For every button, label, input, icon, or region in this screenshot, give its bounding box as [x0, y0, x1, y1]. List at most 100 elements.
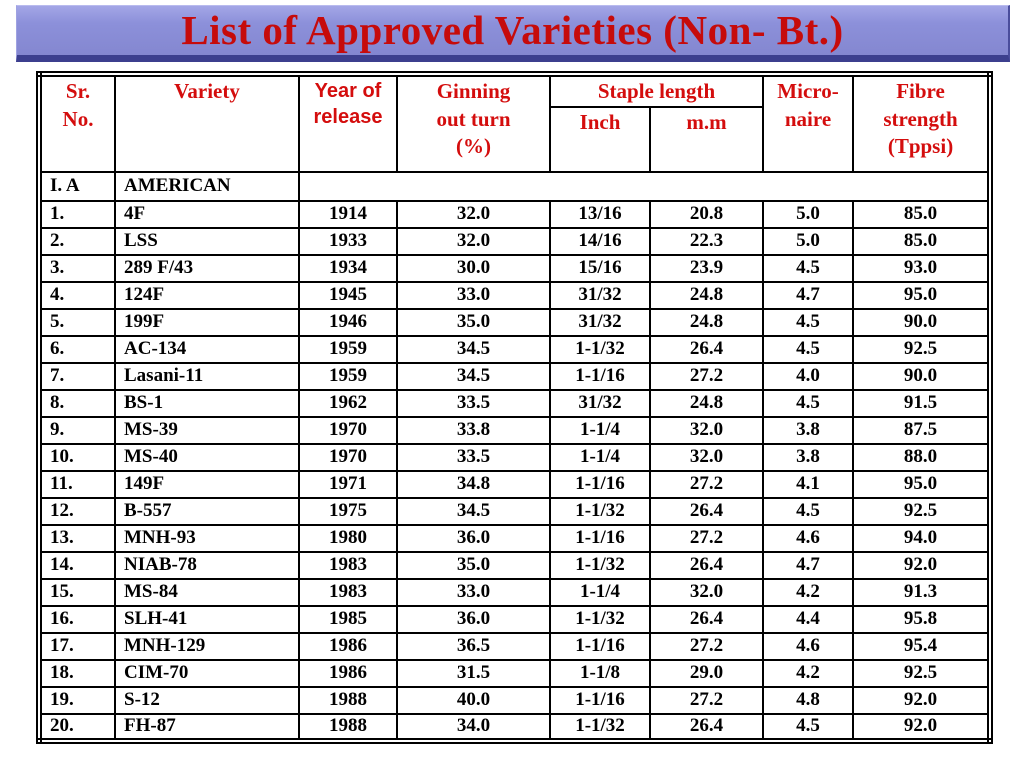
cell-year: 1934	[298, 253, 398, 283]
cell-inch: 1-1/16	[549, 469, 651, 499]
cell-ginning: 34.0	[396, 712, 551, 742]
cell-year: 1975	[298, 496, 398, 526]
cell-year: 1959	[298, 334, 398, 364]
cell-sr-no: 14.	[38, 550, 116, 580]
table-body: I. A AMERICAN 1. 4F 1914 32.0 13/16 20.8…	[38, 170, 992, 742]
cell-micronaire: 3.8	[762, 415, 855, 445]
col-header-mm: m.m	[648, 105, 765, 173]
cell-year: 1914	[298, 199, 398, 229]
cell-mm: 29.0	[648, 658, 765, 688]
cell-sr-no: 18.	[38, 658, 116, 688]
col-header-sr-no: Sr. No.	[38, 73, 116, 173]
cell-ginning: 31.5	[396, 658, 551, 688]
cell-fibre: 92.0	[852, 685, 992, 715]
cell-inch: 1-1/4	[549, 577, 651, 607]
cell-mm: 27.2	[648, 685, 765, 715]
cell-mm: 32.0	[648, 415, 765, 445]
col-header-staple-length: Staple length	[548, 73, 765, 108]
cell-mm: 24.8	[648, 280, 765, 310]
table-row: 1. 4F 1914 32.0 13/16 20.8 5.0 85.0	[38, 199, 992, 229]
cell-inch: 1-1/32	[549, 604, 651, 634]
section-empty-cell	[297, 170, 992, 202]
cell-ginning: 35.0	[396, 307, 551, 337]
cell-mm: 32.0	[648, 577, 765, 607]
cell-year: 1933	[298, 226, 398, 256]
cell-ginning: 36.0	[396, 523, 551, 553]
table-row: 19. S-12 1988 40.0 1-1/16 27.2 4.8 92.0	[38, 685, 992, 715]
cell-variety: 149F	[114, 469, 300, 499]
cell-fibre: 94.0	[852, 523, 992, 553]
cell-year: 1970	[298, 415, 398, 445]
cell-variety: MS-84	[114, 577, 300, 607]
cell-year: 1986	[298, 631, 398, 661]
cell-fibre: 85.0	[852, 199, 992, 229]
cell-inch: 1-1/32	[549, 496, 651, 526]
cell-ginning: 35.0	[396, 550, 551, 580]
cell-fibre: 93.0	[852, 253, 992, 283]
cell-micronaire: 4.2	[762, 577, 855, 607]
cell-variety: 4F	[114, 199, 300, 229]
cell-fibre: 92.5	[852, 496, 992, 526]
cell-sr-no: 6.	[38, 334, 116, 364]
cell-mm: 27.2	[648, 523, 765, 553]
cell-ginning: 34.5	[396, 361, 551, 391]
section-sr: I. A	[38, 170, 116, 202]
cell-sr-no: 20.	[38, 712, 116, 742]
table-row: 8. BS-1 1962 33.5 31/32 24.8 4.5 91.5	[38, 388, 992, 418]
table-row: 18. CIM-70 1986 31.5 1-1/8 29.0 4.2 92.5	[38, 658, 992, 688]
slide-title: List of Approved Varieties (Non- Bt.)	[181, 6, 844, 53]
cell-variety: LSS	[114, 226, 300, 256]
table-row: 10. MS-40 1970 33.5 1-1/4 32.0 3.8 88.0	[38, 442, 992, 472]
cell-sr-no: 9.	[38, 415, 116, 445]
cell-ginning: 33.8	[396, 415, 551, 445]
cell-inch: 1-1/32	[549, 712, 651, 742]
col-header-ginning: Ginning out turn (%)	[396, 73, 551, 173]
cell-year: 1983	[298, 577, 398, 607]
col-header-year: Year of release	[298, 73, 398, 173]
cell-variety: 199F	[114, 307, 300, 337]
title-banner: List of Approved Varieties (Non- Bt.)	[16, 5, 1010, 62]
cell-micronaire: 4.5	[762, 496, 855, 526]
col-header-inch: Inch	[549, 105, 651, 173]
cell-inch: 15/16	[549, 253, 651, 283]
cell-ginning: 34.8	[396, 469, 551, 499]
cell-micronaire: 4.5	[762, 307, 855, 337]
section-row: I. A AMERICAN	[38, 170, 992, 202]
cell-year: 1945	[298, 280, 398, 310]
header-row-sub: Inch m.m	[39, 105, 990, 173]
cell-sr-no: 12.	[38, 496, 116, 526]
col-header-variety: Variety	[114, 73, 300, 173]
cell-variety: FH-87	[114, 712, 300, 742]
cell-variety: MS-40	[114, 442, 300, 472]
table-row: 2. LSS 1933 32.0 14/16 22.3 5.0 85.0	[38, 226, 992, 256]
cell-mm: 27.2	[648, 361, 765, 391]
cell-inch: 1-1/16	[549, 631, 651, 661]
cell-sr-no: 17.	[38, 631, 116, 661]
cell-year: 1988	[298, 712, 398, 742]
cell-variety: MNH-93	[114, 523, 300, 553]
cell-micronaire: 4.0	[762, 361, 855, 391]
cell-fibre: 91.5	[852, 388, 992, 418]
cell-year: 1971	[298, 469, 398, 499]
cell-sr-no: 7.	[38, 361, 116, 391]
cell-sr-no: 15.	[38, 577, 116, 607]
cell-fibre: 90.0	[852, 361, 992, 391]
cell-micronaire: 4.5	[762, 388, 855, 418]
table-row: 14. NIAB-78 1983 35.0 1-1/32 26.4 4.7 92…	[38, 550, 992, 580]
col-header-fibre: Fibre strength (Tppsi)	[852, 73, 992, 173]
cell-year: 1985	[298, 604, 398, 634]
cell-micronaire: 4.5	[762, 712, 855, 742]
cell-variety: S-12	[114, 685, 300, 715]
cell-micronaire: 4.4	[762, 604, 855, 634]
cell-ginning: 34.5	[396, 334, 551, 364]
cell-sr-no: 16.	[38, 604, 116, 634]
cell-inch: 31/32	[549, 307, 651, 337]
cell-ginning: 32.0	[396, 226, 551, 256]
cell-mm: 26.4	[648, 334, 765, 364]
table-row: 13. MNH-93 1980 36.0 1-1/16 27.2 4.6 94.…	[38, 523, 992, 553]
cell-sr-no: 1.	[38, 199, 116, 229]
cell-year: 1986	[298, 658, 398, 688]
cell-ginning: 33.5	[396, 388, 551, 418]
table-row: 20. FH-87 1988 34.0 1-1/32 26.4 4.5 92.0	[38, 712, 992, 742]
